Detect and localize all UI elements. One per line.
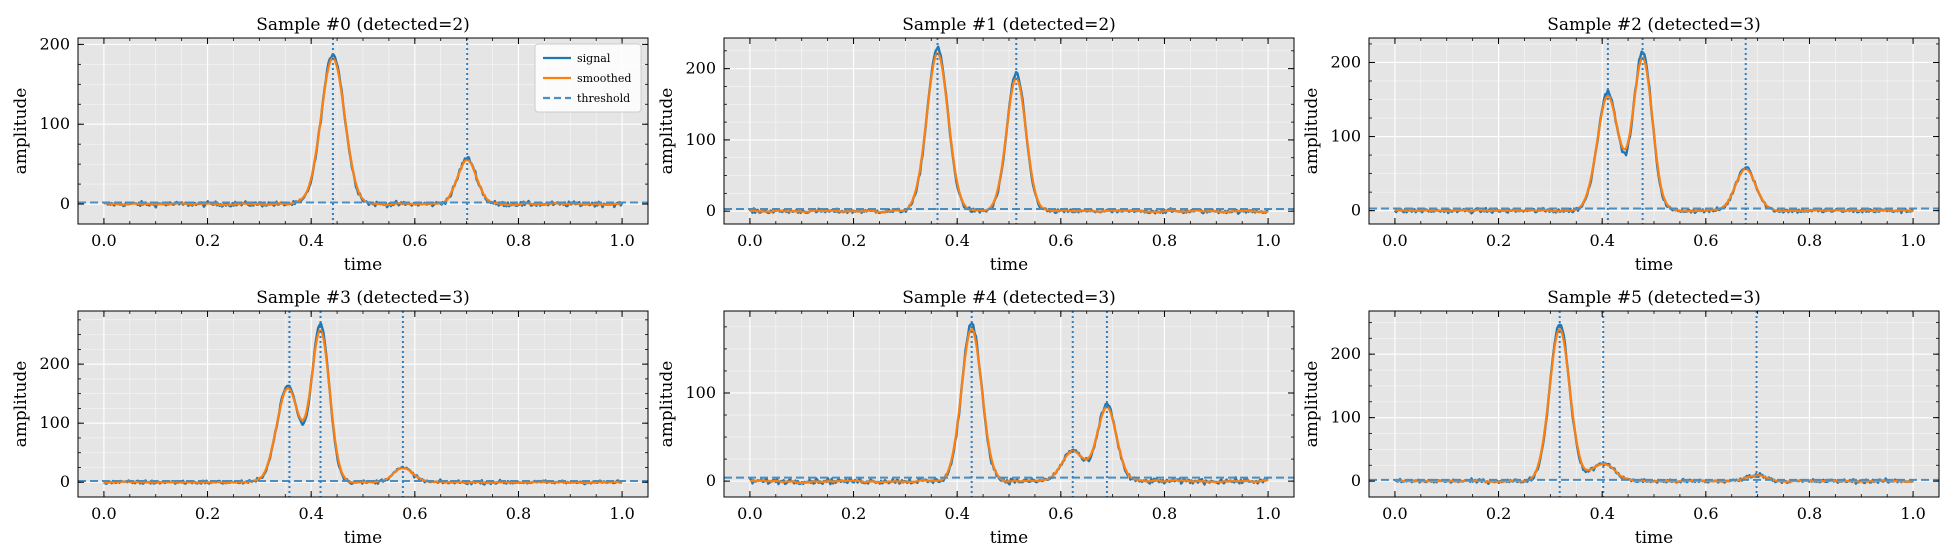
plot-area: [724, 311, 1294, 497]
y-tick-label: 200: [685, 59, 716, 78]
x-tick-label: 0.4: [1589, 231, 1614, 250]
series-smoothed: [749, 52, 1269, 214]
y-axis-label: amplitude: [657, 361, 677, 448]
x-tick-label: 0.0: [91, 504, 116, 523]
x-tick-label: 0.0: [737, 504, 762, 523]
series-smoothed: [103, 57, 623, 207]
x-tick-label: 0.8: [506, 504, 531, 523]
x-tick-label: 0.4: [298, 231, 323, 250]
x-tick-label: 0.4: [1589, 504, 1614, 523]
x-tick-label: 0.6: [1048, 504, 1073, 523]
panel-title: Sample #4 (detected=3): [902, 288, 1116, 308]
y-axis-label: amplitude: [1302, 88, 1322, 175]
y-tick-label: 100: [1330, 408, 1361, 427]
y-tick-label: 100: [1330, 127, 1361, 146]
y-tick-label: 200: [39, 354, 70, 373]
y-axis-label: amplitude: [11, 88, 31, 175]
x-tick-label: 0.6: [1693, 231, 1718, 250]
legend-label-threshold: threshold: [577, 92, 630, 105]
x-tick-label: 0.6: [1048, 231, 1073, 250]
panel-title: Sample #0 (detected=2): [256, 15, 470, 35]
x-tick-label: 1.0: [1255, 231, 1280, 250]
y-tick-label: 100: [685, 383, 716, 402]
panel-0: 0.0 0.2 0.4 0.6 0.8 1.0 0 100 200 Sample #0 (dete…: [11, 15, 649, 275]
y-axis-label: amplitude: [657, 88, 677, 175]
x-tick-label: 0.4: [944, 231, 969, 250]
y-tick-label: 0: [60, 194, 70, 213]
plot-area: [78, 38, 648, 224]
x-tick-label: 0.6: [1693, 504, 1718, 523]
panel-title: Sample #2 (detected=3): [1547, 15, 1761, 35]
x-tick-label: 0.2: [195, 231, 220, 250]
y-tick-label: 0: [706, 201, 716, 220]
x-axis-label: time: [1635, 255, 1673, 275]
legend: signal smoothed threshold: [534, 43, 642, 113]
x-tick-label: 0.0: [1382, 504, 1407, 523]
x-axis-label: time: [344, 255, 382, 275]
x-tick-label: 0.0: [737, 231, 762, 250]
legend-label-signal: signal: [577, 52, 611, 65]
x-tick-label: 0.2: [1486, 504, 1511, 523]
y-tick-label: 100: [685, 130, 716, 149]
x-axis-label: time: [1635, 528, 1673, 548]
panel-title: Sample #3 (detected=3): [256, 288, 470, 308]
panel-2: 0.0 0.2 0.4 0.6 0.8 1.0 0 100 200 Sample #2 (dete…: [1302, 15, 1940, 275]
x-tick-label: 0.8: [1152, 231, 1177, 250]
x-tick-label: 1.0: [1255, 504, 1280, 523]
plot-area: [1369, 311, 1939, 497]
x-tick-label: 1.0: [1900, 504, 1925, 523]
y-axis-label: amplitude: [1302, 361, 1322, 448]
y-tick-label: 200: [39, 34, 70, 53]
y-tick-label: 100: [39, 413, 70, 432]
plot-area: [724, 38, 1294, 224]
x-tick-label: 0.8: [506, 231, 531, 250]
x-tick-label: 0.0: [91, 231, 116, 250]
x-tick-label: 1.0: [609, 231, 634, 250]
legend-label-smoothed: smoothed: [577, 72, 631, 85]
x-tick-label: 1.0: [609, 504, 634, 523]
panel-1: 0.0 0.2 0.4 0.6 0.8 1.0 0 100 200 Sample #1 (dete…: [657, 15, 1295, 275]
x-tick-label: 0.4: [298, 504, 323, 523]
x-tick-label: 0.2: [195, 504, 220, 523]
panel-title: Sample #5 (detected=3): [1547, 288, 1761, 308]
panel-3: 0.0 0.2 0.4 0.6 0.8 1.0 0 100 200 Sample #3 (dete…: [11, 288, 649, 548]
x-tick-label: 0.8: [1797, 504, 1822, 523]
panel-title: Sample #1 (detected=2): [902, 15, 1116, 35]
x-tick-label: 0.0: [1382, 231, 1407, 250]
x-tick-label: 0.2: [841, 504, 866, 523]
series-smoothed: [1394, 56, 1914, 213]
y-tick-label: 0: [1351, 201, 1361, 220]
x-tick-label: 1.0: [1900, 231, 1925, 250]
panel-4: 0.0 0.2 0.4 0.6 0.8 1.0 0 100 Sample #4 (detecte…: [657, 288, 1295, 548]
x-axis-label: time: [990, 255, 1028, 275]
legend-box: [534, 43, 642, 113]
y-tick-label: 200: [1330, 52, 1361, 71]
y-tick-label: 100: [39, 114, 70, 133]
panel-5: 0.0 0.2 0.4 0.6 0.8 1.0 0 100 200 Sample #5 (dete…: [1302, 288, 1940, 548]
y-axis-label: amplitude: [11, 361, 31, 448]
y-tick-label: 0: [706, 471, 716, 490]
x-tick-label: 0.6: [402, 504, 427, 523]
x-tick-label: 0.8: [1152, 504, 1177, 523]
x-tick-label: 0.4: [944, 504, 969, 523]
x-tick-label: 0.8: [1797, 231, 1822, 250]
y-tick-label: 0: [1351, 471, 1361, 490]
x-tick-label: 0.2: [841, 231, 866, 250]
grid: [723, 311, 1294, 497]
y-tick-label: 200: [1330, 344, 1361, 363]
plot-area: [1369, 38, 1939, 224]
plot-area: [78, 311, 648, 497]
x-axis-label: time: [344, 528, 382, 548]
x-tick-label: 0.2: [1486, 231, 1511, 250]
x-axis-label: time: [990, 528, 1028, 548]
y-tick-label: 0: [60, 472, 70, 491]
x-tick-label: 0.6: [402, 231, 427, 250]
series-smoothed: [749, 328, 1269, 484]
